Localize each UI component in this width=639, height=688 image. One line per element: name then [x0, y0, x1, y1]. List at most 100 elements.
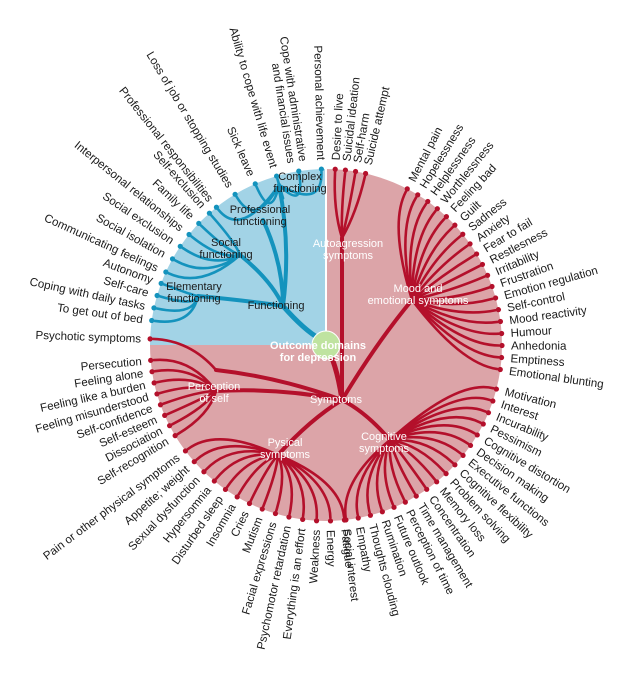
- leaf-dot: [352, 168, 359, 175]
- branch-emotional-blunting: [410, 298, 499, 371]
- branch-facial-expressions: [275, 453, 284, 513]
- leaf-personal-achievement: Personal achievement: [311, 45, 327, 161]
- leaf-dot: [162, 412, 168, 418]
- group-label-mood: Mood and emotional symptoms: [368, 283, 469, 307]
- branch-cognitive: [340, 398, 392, 442]
- branch-cognitive-flexibility: [388, 438, 455, 465]
- branch-humour: [410, 298, 500, 336]
- leaf-dot: [499, 330, 505, 337]
- leaf-dot: [342, 167, 349, 173]
- center-circle: [311, 330, 341, 360]
- branch-memory-loss: [388, 438, 437, 481]
- leaf-dot: [272, 510, 279, 517]
- leaf-dot: [497, 366, 503, 373]
- group-label-physical: Pysical symptoms: [260, 437, 311, 461]
- leaf-dot: [286, 514, 292, 520]
- branch-cries: [249, 453, 280, 503]
- leaf-dot: [211, 478, 217, 484]
- leaf-sick-leave: Sick leave: [224, 125, 257, 179]
- leaf-dot: [332, 166, 338, 172]
- branch-to-get-out-of-bed: [153, 294, 200, 323]
- symptoms-label: Symptoms: [310, 394, 362, 406]
- branch-dissociation: [170, 389, 218, 426]
- leaf-dot: [246, 500, 253, 507]
- branch-emotion-regulation: [410, 297, 495, 306]
- leaf-dot: [318, 166, 324, 172]
- branch-mood: [340, 298, 414, 402]
- leaf-emptiness: Emptiness: [510, 352, 565, 369]
- branch-psychomotor-retardation: [276, 453, 294, 516]
- branch-desire-to-live: [333, 170, 344, 240]
- branch-elementary: [196, 294, 285, 308]
- leaf-dot: [182, 448, 189, 454]
- branch-persecution: [152, 358, 218, 393]
- leaf-dot: [497, 318, 504, 325]
- group-label-perception: Perception of self: [188, 381, 241, 405]
- branch-pain-or-other-physical-symptoms: [186, 438, 280, 457]
- leaf-dot: [166, 423, 173, 429]
- branch-sick-leave: [255, 183, 281, 205]
- leaf-dot: [313, 518, 320, 524]
- branch-guilt: [410, 225, 454, 302]
- branch-anxiety: [410, 244, 469, 302]
- branch-psychotic: [214, 368, 344, 402]
- leaf-dot: [157, 402, 164, 408]
- leaf-dot: [232, 191, 238, 197]
- branch-decision-making: [388, 430, 470, 446]
- group-label-social: Social functioning: [199, 237, 252, 261]
- group-label-elementary: Elementary functioning: [166, 281, 222, 305]
- leaf-dot: [460, 231, 466, 237]
- branch-personal-achievement: [277, 170, 323, 196]
- leaf-dot: [480, 421, 486, 427]
- center-title: Outcome domains for depression: [270, 340, 366, 364]
- branch-time-management: [388, 438, 417, 495]
- leaf-dot: [495, 307, 502, 313]
- leaf-dot: [485, 272, 491, 278]
- leaf-dot: [213, 204, 220, 210]
- leaf-dot: [425, 198, 431, 205]
- leaf-dot: [147, 336, 153, 342]
- leaf-dot: [443, 214, 450, 220]
- leaf-dot: [163, 269, 169, 275]
- branch-problem-solving: [388, 438, 446, 473]
- leaf-dot: [379, 509, 385, 515]
- leaf-dot: [498, 354, 505, 361]
- leaf-dot: [274, 173, 280, 179]
- branch-worthlessness: [410, 209, 437, 302]
- branch-self-harm: [340, 173, 357, 240]
- leaf-dot: [499, 342, 505, 349]
- leaf-dot: [252, 181, 258, 187]
- leaf-anhedonia: Anhedonia: [511, 340, 567, 353]
- branch-emptiness: [410, 298, 500, 359]
- branch-suicide-attempt: [340, 175, 367, 240]
- branch-helplessness: [408, 202, 428, 302]
- branches: [147, 166, 505, 524]
- leaf-dot: [151, 380, 157, 386]
- branch-professional-responsibilities: [217, 183, 281, 221]
- leaf-dot: [404, 186, 410, 192]
- leaf-dot: [158, 280, 164, 286]
- branch-communicating-feelings: [167, 253, 242, 280]
- branch-everything-is-an-effort: [276, 453, 306, 518]
- branch-perception: [214, 388, 344, 402]
- leaf-dot: [300, 516, 306, 523]
- center-node: Outcome domains for depression: [270, 330, 366, 364]
- leaf-dot: [234, 494, 240, 500]
- leaf-dot: [434, 479, 440, 485]
- leaf-dot: [259, 506, 265, 512]
- leaf-dot: [402, 499, 408, 505]
- leaf-humour: Humour: [510, 324, 552, 340]
- leaf-dot: [149, 369, 155, 375]
- leaf-dot: [413, 493, 419, 499]
- leaf-dot: [201, 469, 207, 475]
- leaf-dot: [424, 486, 430, 492]
- branch-feeling-bad: [410, 217, 446, 302]
- branch-mental-pain: [397, 190, 414, 302]
- leaf-emotional-blunting: Emotional blunting: [508, 365, 604, 391]
- leaf-dot: [222, 486, 229, 493]
- leaf-weakness: Weakness: [307, 529, 323, 584]
- leaf-dot: [493, 386, 499, 392]
- leaf-dot: [154, 391, 160, 397]
- branch-professional: [261, 218, 285, 308]
